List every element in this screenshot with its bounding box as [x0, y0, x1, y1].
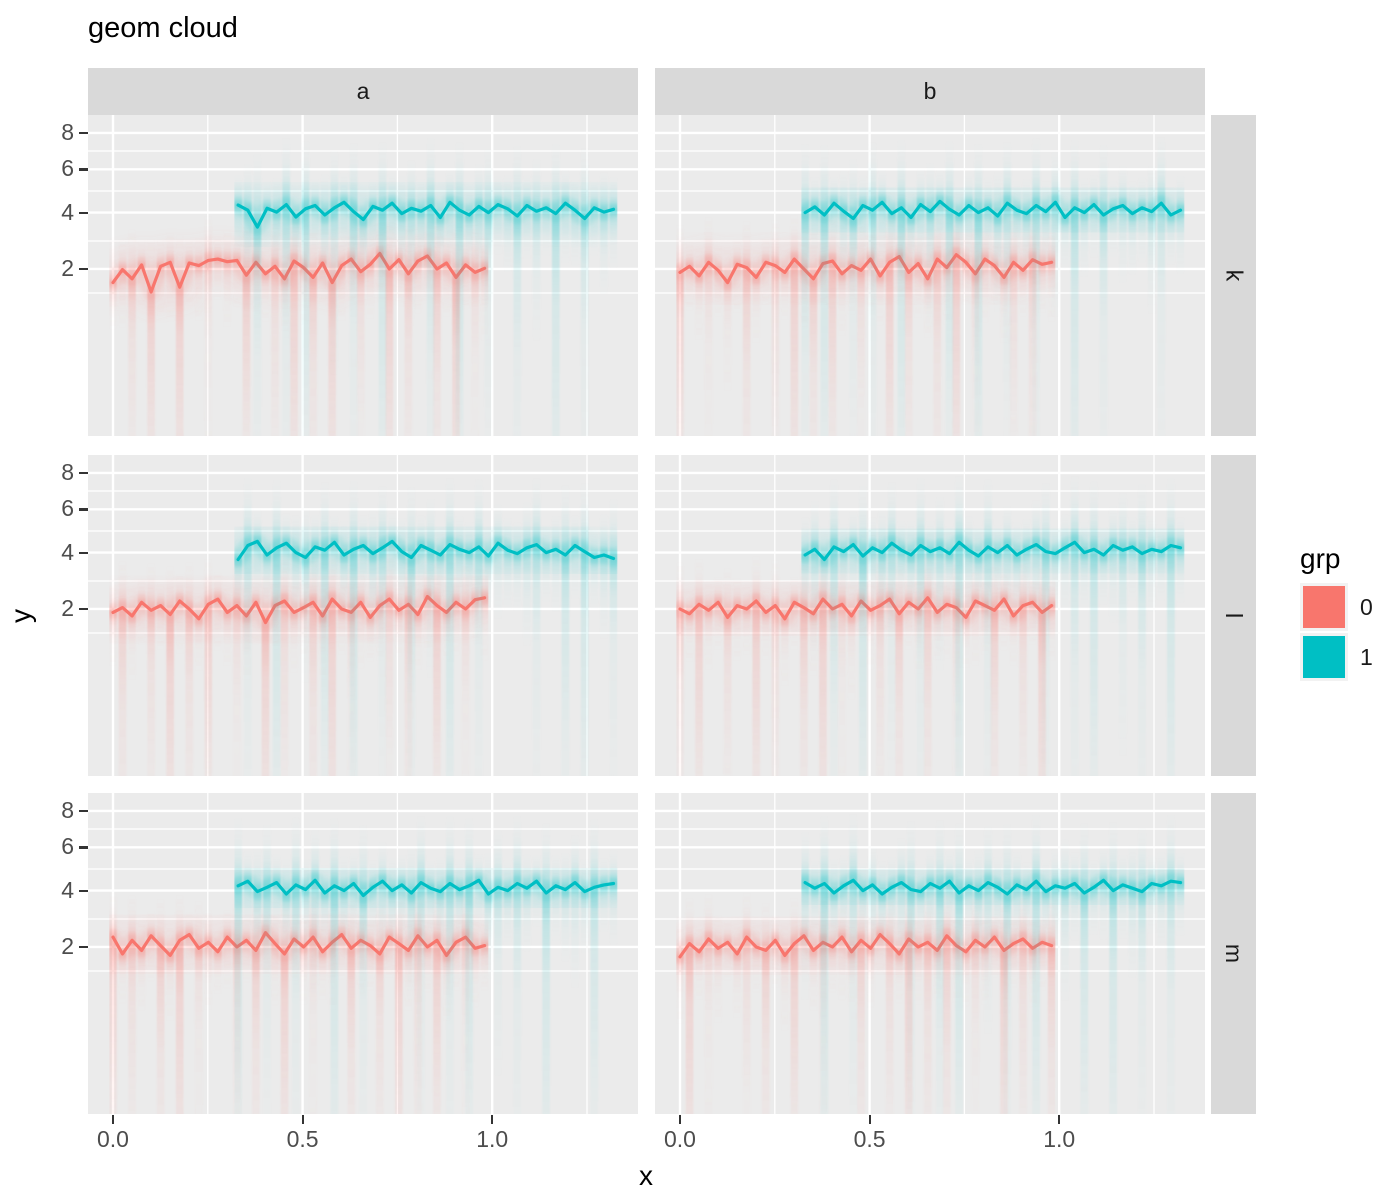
y-tick-mark	[79, 508, 88, 511]
legend-swatch-grp0	[1303, 586, 1345, 628]
panel-b-m	[655, 793, 1205, 1114]
legend-swatch-grp1	[1303, 636, 1345, 678]
x-tick-mark	[301, 1115, 304, 1124]
y-tick-label: 4	[61, 538, 74, 565]
y-tick-label: 4	[61, 198, 74, 225]
y-tick-label: 6	[61, 155, 74, 182]
x-axis-title: x	[639, 1160, 653, 1191]
legend-item-grp1: 1	[1300, 633, 1373, 681]
y-tick-mark	[79, 551, 88, 554]
y-tick-label: 2	[61, 594, 74, 621]
y-tick-label: 4	[61, 876, 74, 903]
facet-strip-col-a: a	[88, 68, 638, 115]
legend-key-grp0	[1300, 583, 1348, 631]
legend-key-grp1	[1300, 633, 1348, 681]
facet-strip-row-k-label: k	[1221, 269, 1247, 282]
y-tick-mark	[79, 945, 88, 949]
y-tick-mark	[79, 211, 88, 214]
panel-a-k	[88, 115, 638, 436]
panel-a-m	[88, 793, 638, 1114]
x-tick-mark	[868, 1115, 871, 1124]
series-grp1-b-m	[801, 811, 1185, 1114]
y-tick-label: 8	[61, 796, 74, 823]
y-tick-mark	[79, 809, 88, 813]
panel-a-l	[88, 455, 638, 776]
series-grp1-a-l	[234, 475, 618, 776]
legend-title: grp	[1300, 543, 1341, 574]
legend-item-grp0: 0	[1300, 583, 1373, 631]
facet-strip-row-l: l	[1211, 455, 1256, 776]
y-tick-mark	[79, 607, 88, 611]
y-tick-label: 6	[61, 495, 74, 522]
legend-label-grp0: 0	[1360, 593, 1373, 620]
panel-b-k	[655, 115, 1205, 436]
series-grp1-b-k	[801, 134, 1185, 436]
y-tick-mark	[79, 168, 88, 171]
facet-strip-col-b: b	[655, 68, 1205, 115]
x-tick-mark	[1058, 1115, 1061, 1124]
facet-strip-row-m: m	[1211, 793, 1256, 1114]
plot-title: geom cloud	[88, 12, 238, 44]
y-tick-mark	[79, 889, 88, 892]
y-tick-mark	[79, 267, 88, 271]
x-tick-mark	[679, 1115, 682, 1124]
x-tick-mark	[112, 1115, 115, 1124]
x-tick-label: 0.0	[664, 1126, 696, 1152]
facet-strip-row-l-label: l	[1221, 612, 1247, 619]
y-tick-mark	[79, 471, 88, 475]
x-tick-label: 1.0	[476, 1126, 509, 1152]
x-tick-mark	[491, 1115, 494, 1124]
facet-strip-row-m-label: m	[1220, 943, 1247, 964]
y-tick-mark	[79, 131, 88, 135]
y-tick-label: 8	[61, 118, 74, 145]
series-grp1-b-l	[801, 473, 1185, 776]
y-tick-label: 8	[61, 458, 74, 485]
series-grp1-a-k	[234, 135, 618, 436]
facet-strip-col-a-label: a	[356, 78, 370, 104]
x-tick-label: 0.5	[853, 1126, 886, 1152]
y-tick-label: 2	[61, 254, 74, 281]
panel-b-l	[655, 455, 1205, 776]
y-tick-label: 2	[61, 932, 74, 959]
facet-strip-col-b-label: b	[923, 78, 937, 104]
facet-strip-row-k: k	[1211, 115, 1256, 436]
x-tick-label: 0.0	[97, 1126, 129, 1152]
y-axis-title: y	[5, 609, 36, 623]
legend: grp 0 1	[1300, 543, 1373, 681]
series-grp1-a-m	[234, 813, 618, 1114]
legend-label-grp1: 1	[1360, 643, 1373, 670]
x-tick-label: 0.5	[286, 1126, 319, 1152]
x-tick-label: 1.0	[1043, 1126, 1076, 1152]
y-tick-mark	[79, 846, 88, 849]
y-tick-label: 6	[61, 833, 74, 860]
